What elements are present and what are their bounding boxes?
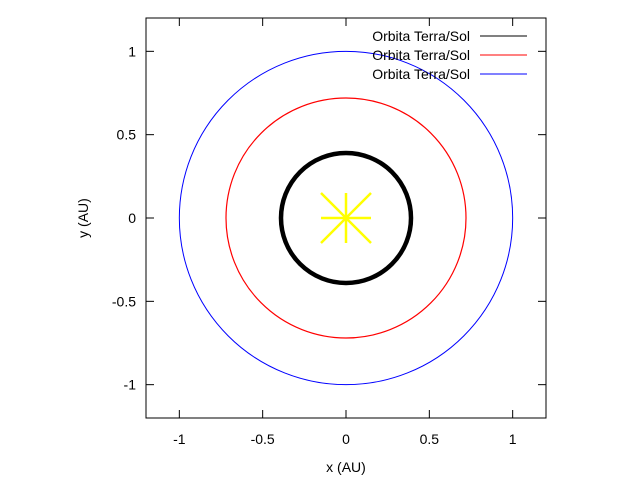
y-tick-label: -1	[124, 377, 137, 393]
sun-ray-4	[320, 192, 372, 244]
orbit-series-2	[225, 97, 467, 339]
legend-entry-label: Orbita Terra/Sol	[372, 47, 470, 63]
orbits-layer	[178, 50, 514, 386]
orbit-series-3	[178, 50, 514, 386]
legend-entry-label: Orbita Terra/Sol	[372, 66, 470, 82]
y-tick-label: -0.5	[112, 293, 136, 309]
orbit-series-1	[278, 150, 414, 286]
y-tick-label: 0	[128, 210, 136, 226]
x-tick-label: 0	[342, 431, 350, 447]
y-axis-ticks: -1 -0.5 0 0.5 1	[112, 43, 546, 393]
x-axis-ticks: -1 -0.5 0 0.5 1	[173, 18, 517, 447]
legend-entry-label: Orbita Terra/Sol	[372, 28, 470, 44]
y-tick-label: 1	[128, 43, 136, 59]
y-axis-label: y (AU)	[75, 198, 91, 238]
x-tick-label: 1	[509, 431, 517, 447]
x-axis-label: x (AU)	[326, 459, 366, 475]
y-tick-label: 0.5	[117, 127, 137, 143]
x-tick-label: -1	[173, 431, 186, 447]
sun-star-icon	[320, 192, 372, 244]
x-tick-label: 0.5	[420, 431, 440, 447]
x-tick-label: -0.5	[251, 431, 275, 447]
legend: Orbita Terra/Sol Orbita Terra/Sol Orbita T…	[372, 28, 527, 82]
